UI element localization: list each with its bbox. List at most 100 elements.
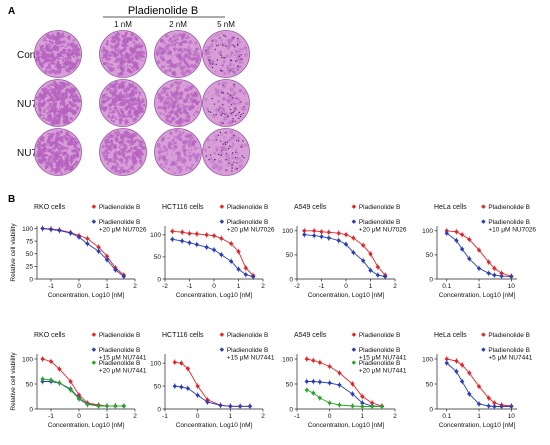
- colony-dot: [184, 70, 188, 74]
- colony-dot: [60, 34, 65, 39]
- x-tick-label: -2: [294, 283, 300, 290]
- colony-dot: [185, 36, 188, 40]
- colony-dot: [111, 148, 113, 151]
- colony-dot: [204, 51, 209, 56]
- colony-dot: [109, 88, 111, 91]
- colony-dot: [42, 105, 45, 108]
- dose-label: 1 nM: [114, 20, 132, 29]
- colony-dot: [37, 155, 39, 158]
- colony-dot: [116, 66, 119, 69]
- colony-dot: [211, 165, 216, 170]
- colony-dot: [55, 142, 60, 147]
- colony-dot: [192, 50, 195, 53]
- colony-dot: [165, 110, 168, 113]
- colony-dot: [215, 63, 217, 66]
- colony-dot: [133, 157, 137, 161]
- legend-line: Pladienolide B: [227, 332, 269, 339]
- data-point: [218, 403, 223, 408]
- colony-dot: [131, 56, 135, 61]
- colony-dot: [234, 107, 236, 110]
- colony-dot: [177, 81, 181, 86]
- data-point: [360, 394, 365, 399]
- colony-dot: [216, 59, 219, 61]
- colony-dot: [103, 93, 107, 97]
- colony-dot: [185, 169, 188, 172]
- data-point: [172, 359, 178, 365]
- colony-dot: [39, 144, 41, 146]
- colony-dot: [223, 71, 227, 76]
- data-point: [360, 258, 366, 263]
- colony-dot: [208, 45, 212, 49]
- colony-dot: [185, 105, 189, 108]
- colony-dot: [229, 87, 234, 92]
- data-point: [211, 233, 217, 238]
- colony-dot: [164, 162, 168, 166]
- legend-line: +20 μM NU7026: [99, 227, 147, 234]
- data-point: [170, 229, 175, 234]
- legend-line: +10 μM NU7026: [488, 227, 536, 234]
- colony-dot: [74, 149, 78, 153]
- colony-dot: [50, 170, 53, 173]
- colony-dot: [110, 50, 114, 54]
- colony-dot: [47, 109, 49, 111]
- colony-dot: [57, 53, 61, 57]
- colony-dot: [44, 147, 47, 151]
- colony-dot: [113, 131, 117, 135]
- colony-dot: [222, 149, 225, 152]
- colony-dot: [179, 112, 182, 115]
- x-tick-label: 0: [77, 283, 81, 290]
- colony-dot: [136, 110, 140, 115]
- colony-dot: [46, 99, 49, 102]
- colony-dot: [215, 139, 218, 141]
- colony-dot: [69, 158, 74, 163]
- legend-marker: [219, 347, 225, 352]
- colony-dot: [126, 45, 129, 47]
- colony-dot: [179, 91, 184, 96]
- series-line: [304, 230, 386, 276]
- colony-dot: [233, 86, 236, 88]
- data-point: [170, 236, 175, 242]
- colony-dot: [131, 96, 133, 98]
- colony-dot: [45, 39, 48, 42]
- colony-dot: [66, 82, 71, 87]
- colony-dot: [181, 118, 185, 123]
- colony-dot: [188, 139, 193, 143]
- colony-dot: [142, 146, 146, 150]
- colony-dot: [239, 118, 241, 120]
- legend-marker: [219, 332, 225, 337]
- colony-dot: [231, 170, 233, 172]
- colony-dot: [183, 100, 186, 102]
- colony-dot: [53, 80, 56, 84]
- x-tick-label: 1: [369, 283, 373, 290]
- colony-dot: [235, 66, 239, 70]
- colony-dot: [238, 164, 243, 169]
- colony-dot: [131, 150, 134, 153]
- colony-dot: [69, 40, 71, 42]
- colony-dot: [72, 64, 77, 69]
- colony-dot: [124, 98, 127, 101]
- colony-dot: [110, 45, 115, 49]
- colony-dot: [134, 55, 138, 58]
- colony-dot: [118, 158, 122, 162]
- colony-dot: [55, 111, 58, 113]
- colony-dot: [47, 114, 52, 118]
- colony-dot: [175, 142, 177, 145]
- colony-dot: [214, 39, 219, 43]
- colony-dot: [181, 111, 183, 113]
- colony-dot: [59, 130, 63, 134]
- colony-dot: [107, 147, 111, 151]
- colony-dot: [50, 135, 54, 139]
- series-red: Pladienolide B: [172, 332, 269, 410]
- x-tick-label: 1: [477, 413, 481, 420]
- y-tick-label: 50: [426, 381, 434, 388]
- colony-dot: [118, 152, 122, 156]
- colony-dot: [40, 63, 44, 67]
- colony-dot: [180, 159, 185, 164]
- colony-dot: [48, 65, 50, 68]
- colony-dot: [206, 138, 211, 142]
- colony-dot: [63, 66, 67, 69]
- colony-dot: [57, 147, 63, 152]
- colony-dot: [104, 62, 106, 64]
- colony-dot: [225, 169, 227, 171]
- colony-dot: [37, 103, 41, 107]
